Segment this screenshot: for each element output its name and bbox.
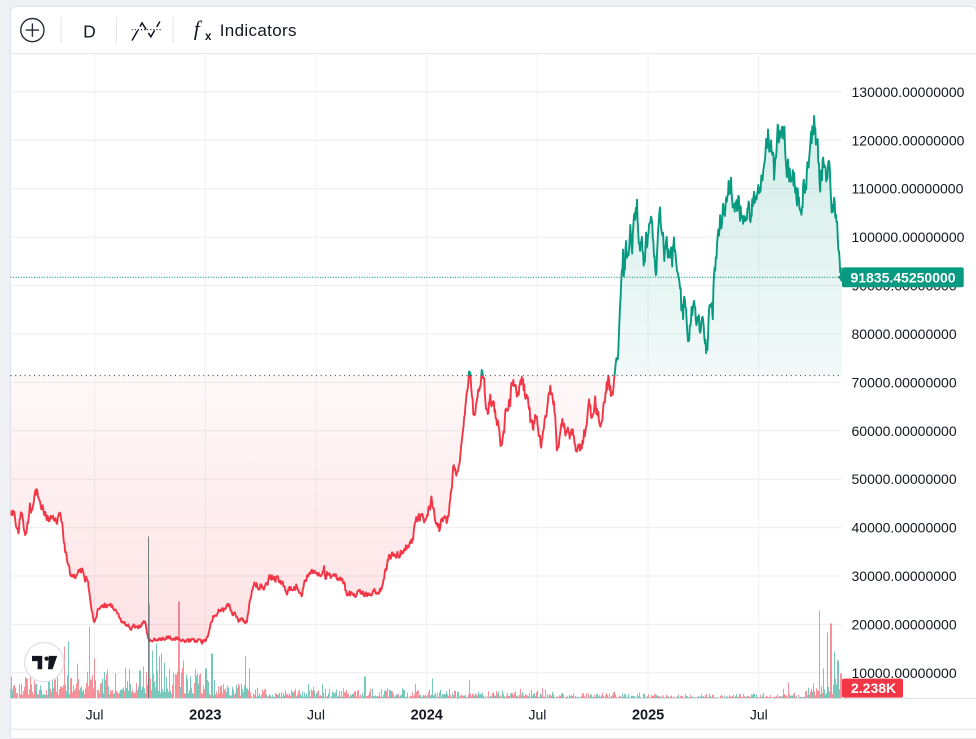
svg-text:Jul: Jul xyxy=(86,707,104,723)
svg-text:60000.00000000: 60000.00000000 xyxy=(852,423,957,439)
svg-text:2023: 2023 xyxy=(189,708,221,724)
svg-text:130000.00000000: 130000.00000000 xyxy=(852,84,965,100)
svg-text:120000.00000000: 120000.00000000 xyxy=(852,132,965,148)
svg-text:2024: 2024 xyxy=(411,708,443,724)
svg-text:100000.00000000: 100000.00000000 xyxy=(852,229,965,245)
svg-text:f: f xyxy=(194,17,203,41)
svg-text:Jul: Jul xyxy=(750,707,768,723)
svg-text:10000.00000000: 10000.00000000 xyxy=(852,665,957,681)
svg-text:D: D xyxy=(83,21,96,41)
svg-text:2.238K: 2.238K xyxy=(851,680,896,696)
svg-text:110000.00000000: 110000.00000000 xyxy=(852,181,964,197)
svg-text:80000.00000000: 80000.00000000 xyxy=(852,326,957,342)
svg-text:Jul: Jul xyxy=(528,707,546,723)
svg-text:30000.00000000: 30000.00000000 xyxy=(852,568,957,584)
svg-text:20000.00000000: 20000.00000000 xyxy=(852,616,957,632)
svg-text:x: x xyxy=(205,31,212,43)
svg-text:70000.00000000: 70000.00000000 xyxy=(852,374,957,390)
svg-text:91835.45250000: 91835.45250000 xyxy=(850,269,955,285)
svg-text:Jul: Jul xyxy=(307,707,325,723)
svg-text:50000.00000000: 50000.00000000 xyxy=(852,471,957,487)
svg-text:Indicators: Indicators xyxy=(220,21,297,40)
svg-text:2025: 2025 xyxy=(632,708,664,724)
svg-text:40000.00000000: 40000.00000000 xyxy=(852,520,957,536)
